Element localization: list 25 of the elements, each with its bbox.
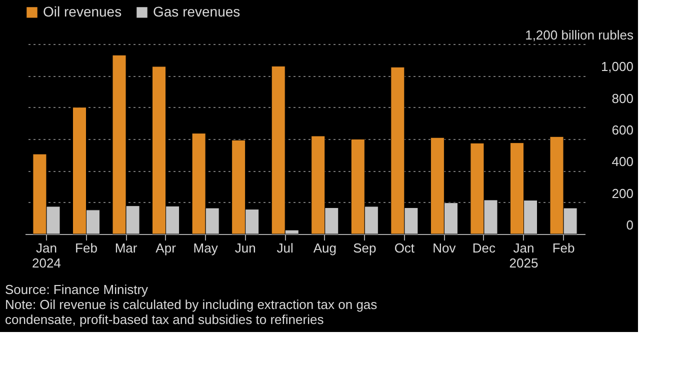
x-tick-label: May [193,240,218,256]
y-tick-label: 200 [612,186,634,201]
x-tick-label: Nov [432,240,456,256]
x-tick-label: Dec [472,240,496,256]
x-tick-label: Jun [234,240,256,256]
x-tick-label: Jan 2025 [509,240,538,270]
legend-label: Oil revenues [43,3,122,20]
x-tick-label: Mar [114,240,138,256]
y-tick-label: 800 [612,90,634,106]
y-tick-label: 0 [626,218,634,232]
x-tick-label: Oct [394,240,415,256]
y-tick-label: 1,000 [600,59,634,74]
y-tick-label: 600 [612,122,634,138]
x-tick-label: Jan 2024 [32,240,61,270]
y-tick-label: 1,200 billion rubles [525,28,634,42]
text: Note: Oil revenue is calculated by including extraction tax on gas condensate, profit-based tax and subsidies to refineries [5,297,378,327]
x-tick-label: Jul [276,240,294,256]
x-tick-label: Aug [313,240,336,256]
x-tick-label: Feb [75,240,98,256]
x-tick-label: Feb [552,240,575,256]
source-note: Source: Finance Ministry [5,282,149,297]
x-tick-label: Sep [353,240,376,256]
y-tick-label: 400 [612,154,634,170]
x-tick-label: Apr [156,240,177,256]
legend-label: Gas revenues [153,3,240,20]
